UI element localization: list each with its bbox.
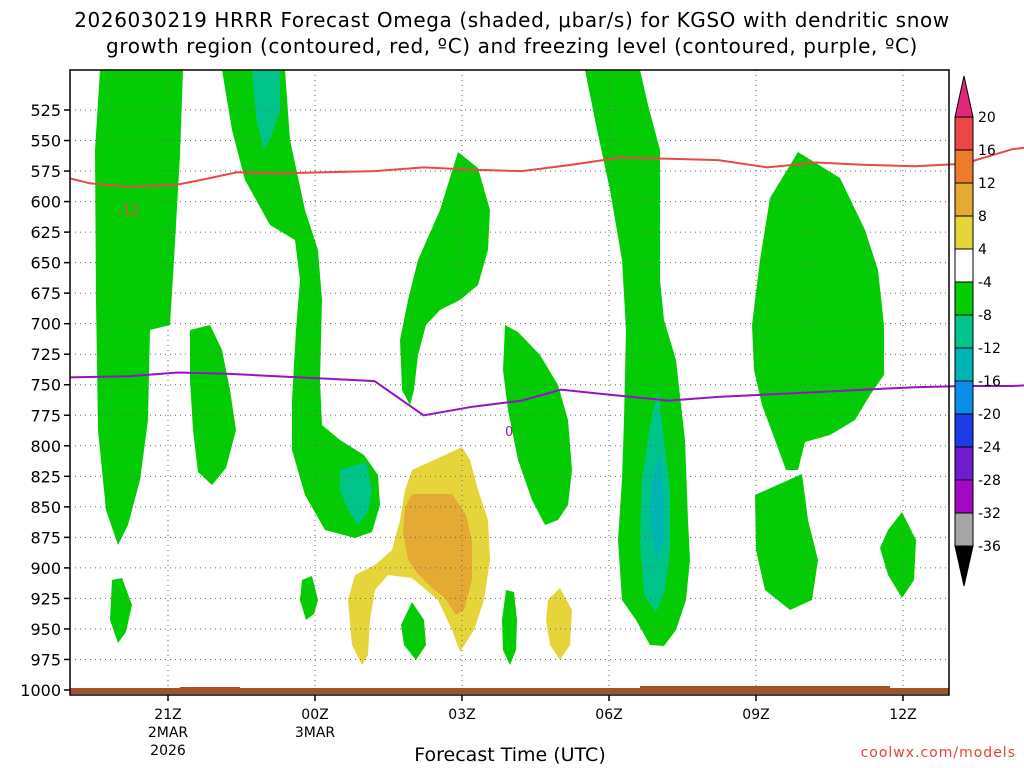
y-tick-label: 575 (30, 162, 61, 181)
x-tick-label: 03Z (448, 707, 475, 723)
y-tick-label: 1000 (20, 681, 61, 700)
chart-title-line-1: 2026030219 HRRR Forecast Omega (shaded, … (74, 8, 950, 32)
colorbar-swatch (954, 314, 974, 349)
y-tick-label: 725 (30, 345, 61, 364)
colorbar-swatch (954, 512, 974, 547)
colorbar-label: -32 (978, 506, 1001, 522)
x-tick-label: 00Z (301, 707, 328, 723)
y-tick-label: 950 (30, 620, 61, 639)
colorbar-label: -8 (978, 308, 992, 324)
dendritic-contour-label: -12 (118, 204, 139, 219)
x-axis: 21Z 2MAR 2026 00Z 3MAR 03Z 06Z 09Z 12Z (148, 695, 917, 759)
colorbar-swatch (954, 479, 974, 514)
x-tick-date: 3MAR (295, 725, 336, 741)
y-tick-label: 600 (30, 193, 61, 212)
y-tick-label: 750 (30, 376, 61, 395)
y-tick-label: 850 (30, 498, 61, 517)
y-tick-label: 625 (30, 223, 61, 242)
y-tick-label: 775 (30, 406, 61, 425)
x-tick-year: 2026 (150, 743, 186, 759)
colorbar-swatch (954, 248, 974, 283)
colorbar-swatch (954, 446, 974, 481)
colorbar-swatch (954, 149, 974, 184)
colorbar-bottom-arrow (954, 545, 974, 587)
x-axis-title: Forecast Time (UTC) (414, 744, 606, 766)
y-tick-label: 825 (30, 467, 61, 486)
x-tick-label: 09Z (742, 707, 769, 723)
colorbar-swatch (954, 413, 974, 448)
colorbar-label: -20 (978, 407, 1001, 423)
colorbar-label: -12 (978, 341, 1001, 357)
x-tick-label: 12Z (889, 707, 916, 723)
colorbar-label: 4 (978, 242, 987, 258)
y-tick-label: 925 (30, 589, 61, 608)
omega-shading (95, 70, 916, 665)
y-tick-label: 550 (30, 132, 61, 151)
colorbar-swatch (954, 182, 974, 217)
y-tick-label: 650 (30, 254, 61, 273)
colorbar-swatch (954, 380, 974, 415)
colorbar-label: 12 (978, 176, 996, 192)
colorbar-swatch (954, 215, 974, 250)
colorbar-label: 16 (978, 143, 996, 159)
colorbar-swatch (954, 281, 974, 316)
colorbar: 20 16 12 8 4 -4 -8 -12 -16 -20 -24 -28 -32 -36 (954, 75, 1001, 587)
x-tick-label: 21Z (154, 707, 181, 723)
plot-frame (69, 69, 950, 696)
colorbar-label: 20 (978, 110, 996, 126)
colorbar-label: -36 (978, 539, 1001, 555)
colorbar-top-arrow (954, 75, 974, 118)
y-tick-label: 900 (30, 559, 61, 578)
y-tick-label: 700 (30, 315, 61, 334)
freezing-level-contour-line (69, 371, 1024, 417)
credit-text: coolwx.com/models (860, 745, 1016, 761)
y-axis: 525 550 575 600 625 650 675 700 725 750 775 800 825 8… (20, 101, 70, 700)
colorbar-label: -24 (978, 440, 1001, 456)
y-tick-label: 675 (30, 284, 61, 303)
y-tick-label: 875 (30, 528, 61, 547)
shade-green (95, 70, 916, 665)
grid-lines (70, 70, 949, 695)
y-tick-label: 975 (30, 650, 61, 669)
chart-title-line-2: growth region (contoured, red, ºC) and f… (106, 34, 918, 58)
y-tick-label: 800 (30, 437, 61, 456)
dendritic-contour-line (69, 146, 1024, 188)
shade-cyan (650, 450, 664, 560)
freezing-level-contour-label: 0 (505, 425, 513, 440)
shade-orange (403, 494, 472, 615)
colorbar-label: -16 (978, 374, 1001, 390)
x-tick-label: 06Z (595, 707, 622, 723)
x-tick-date: 2MAR (148, 725, 189, 741)
colorbar-swatch (954, 116, 974, 151)
colorbar-swatch (954, 347, 974, 382)
surface-terrain-bumps (180, 686, 890, 688)
ground-surface (70, 688, 949, 694)
colorbar-label: -4 (978, 275, 992, 291)
y-tick-label: 525 (30, 101, 61, 120)
colorbar-label: -28 (978, 473, 1001, 489)
colorbar-label: 8 (978, 209, 987, 225)
